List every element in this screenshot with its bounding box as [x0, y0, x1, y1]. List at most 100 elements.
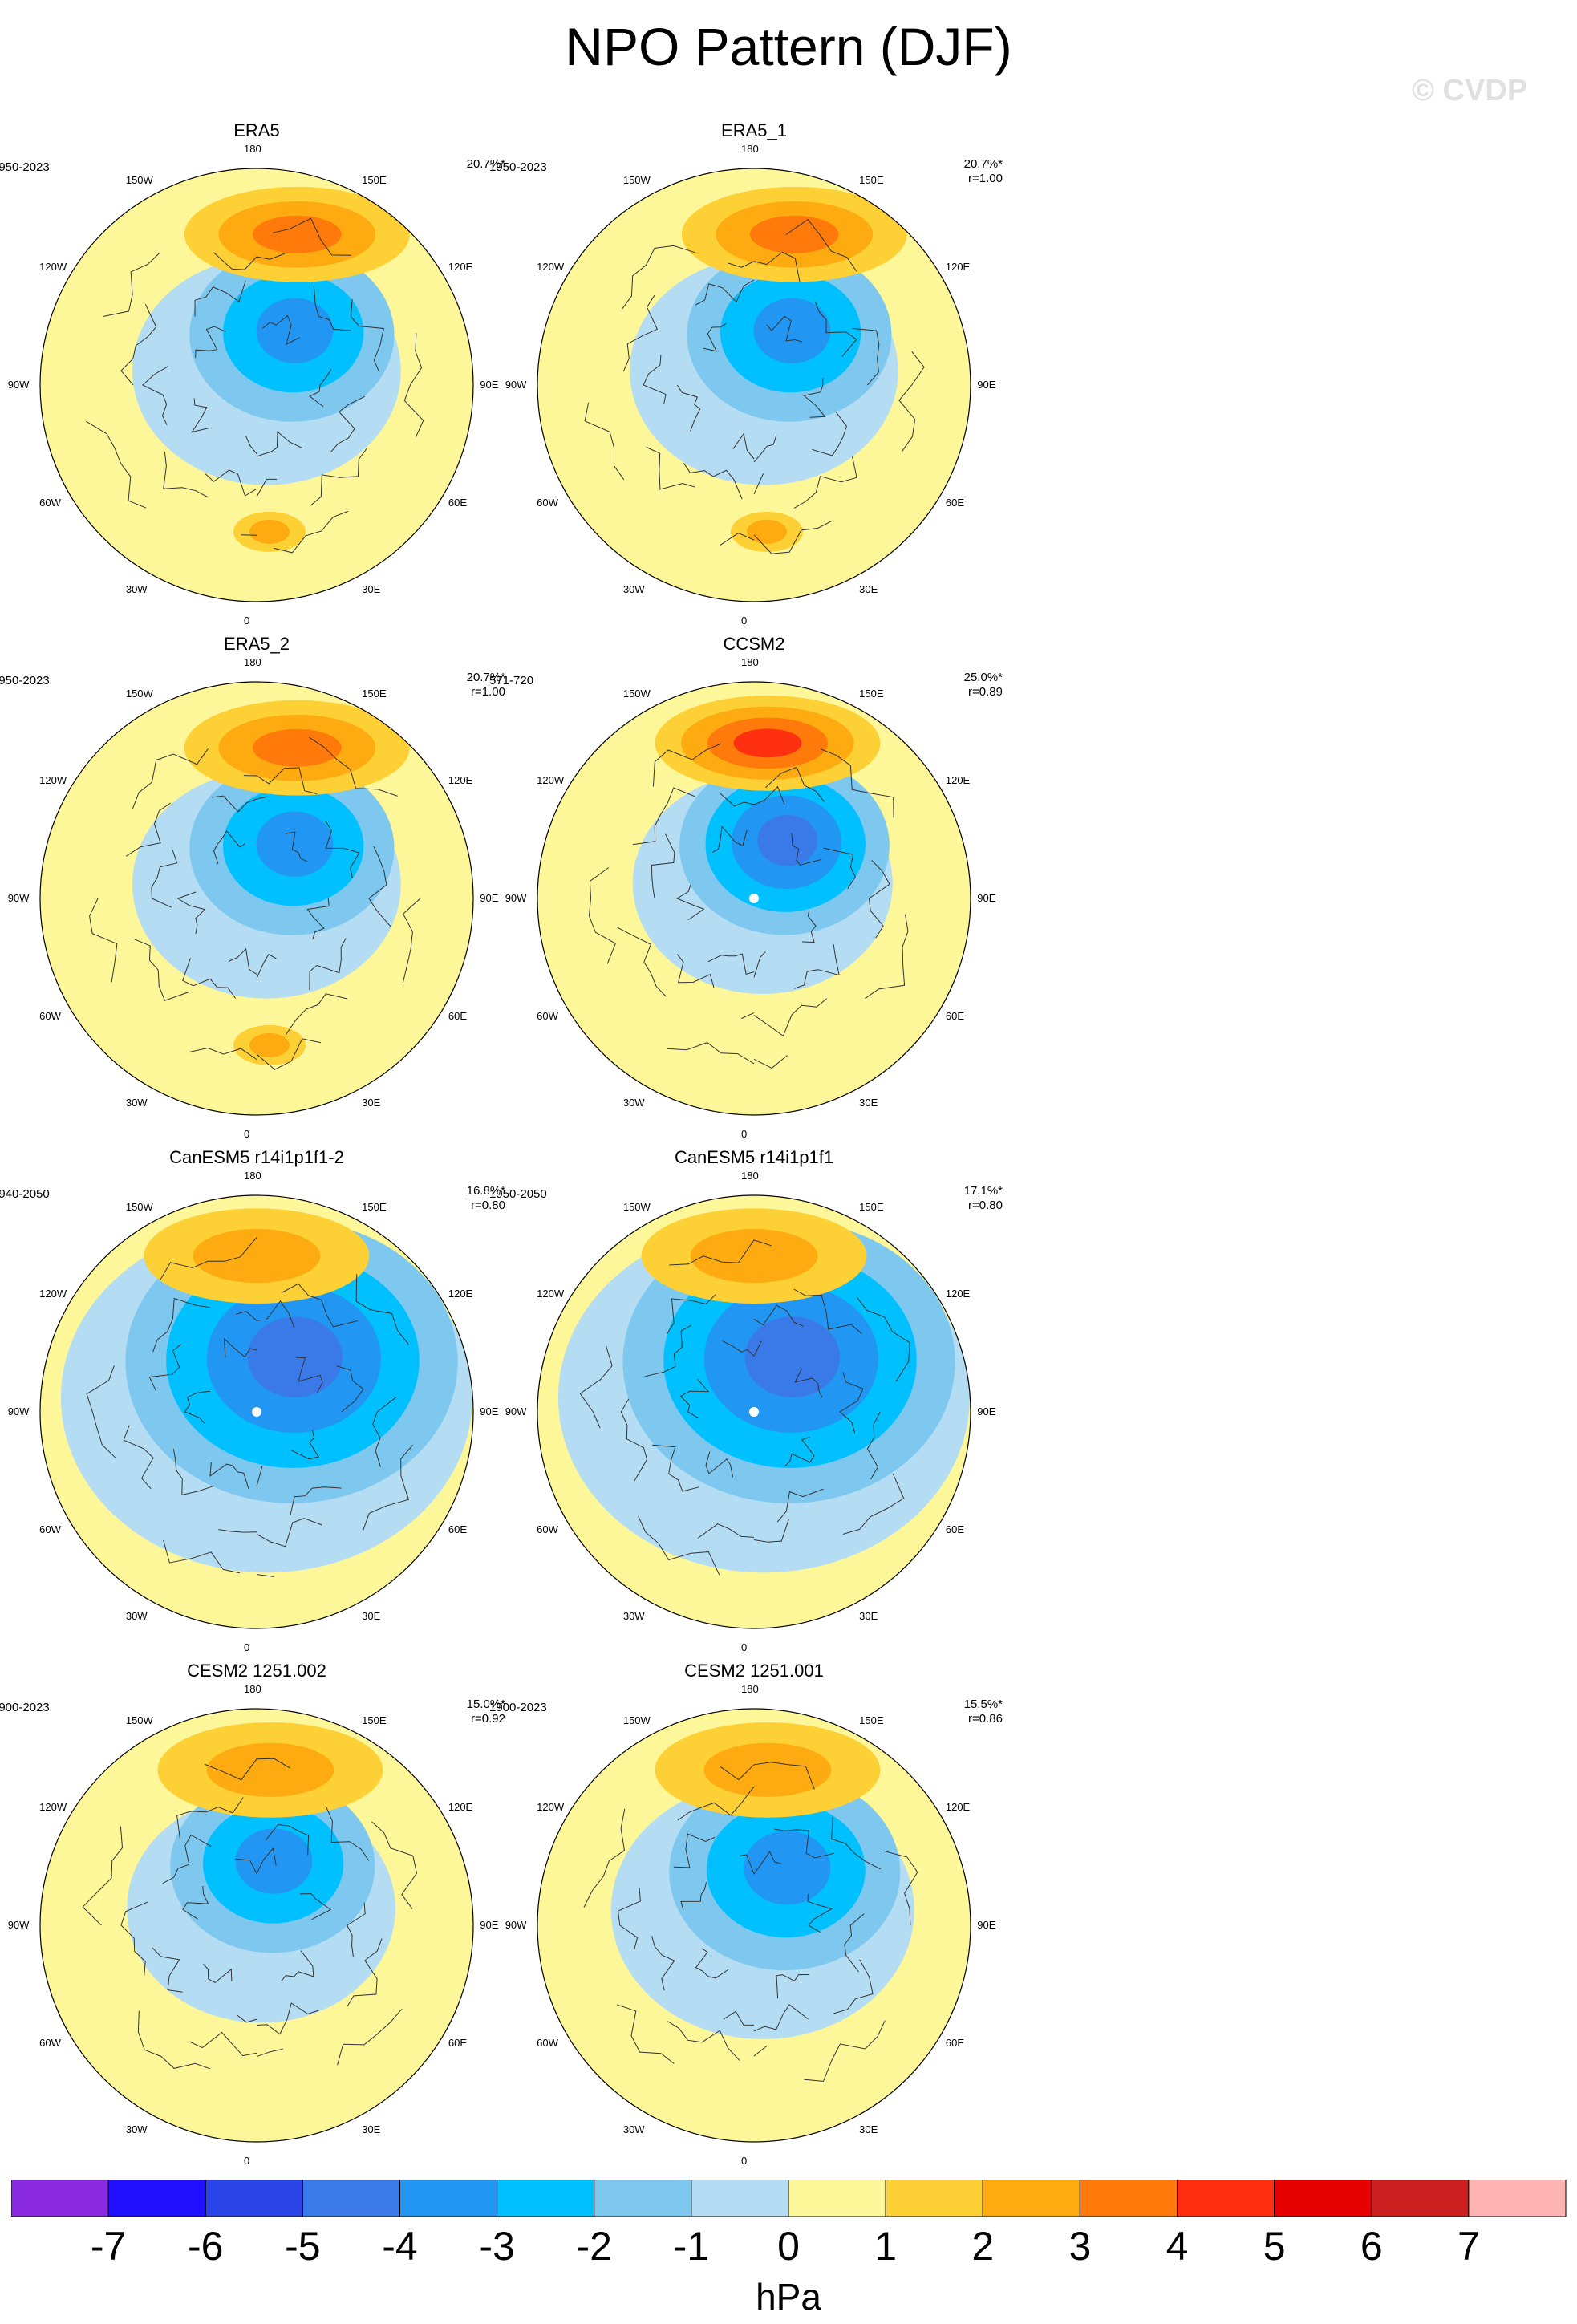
longitude-label: 60W [537, 1010, 558, 1023]
watermark: © CVDP [1412, 74, 1528, 107]
colorbar-tick-label: 6 [1360, 2224, 1383, 2269]
field-low-contour [256, 811, 334, 877]
longitude-label: 180 [244, 1169, 261, 1182]
longitude-label: 0 [244, 2155, 250, 2168]
longitude-label: 120W [537, 773, 565, 786]
longitude-label: 120E [448, 1800, 473, 1813]
coastlines [85, 217, 424, 554]
panel-years: 1940-2050 [0, 1187, 50, 1201]
longitude-label: 90W [505, 1919, 527, 1931]
panel-title: CanESM5 r14i1p1f1-2 [169, 1147, 344, 1167]
colorbar-box [788, 2180, 886, 2217]
longitude-label: 30W [125, 2123, 148, 2135]
map-panel: ERA5_1 1950-2023 20.7%* r=1.00 180 150W 150E 12… [473, 120, 1035, 627]
colorbar-box [399, 2180, 498, 2217]
longitude-label: 150E [859, 1714, 884, 1727]
longitude-label: 120E [945, 1800, 971, 1813]
colorbar-box [302, 2180, 400, 2217]
map-border [537, 1708, 971, 2143]
longitude-label: 0 [741, 1128, 748, 1141]
colorbar-tick-label: -2 [576, 2224, 612, 2269]
longitude-label: 150E [362, 687, 387, 700]
longitude-label: 120W [39, 773, 67, 786]
longitude-label: 30E [859, 1096, 878, 1109]
colorbar-tick-label: -3 [479, 2224, 515, 2269]
longitude-label: 30E [859, 582, 878, 595]
panel-title: ERA5_1 [721, 120, 787, 140]
longitude-label: 90E [977, 1919, 996, 1931]
polar-map [39, 681, 474, 1116]
panel-explained-variance: 15.0%* [466, 1697, 505, 1711]
panel-title: CESM2 1251.001 [684, 1661, 824, 1681]
map-border [39, 681, 474, 1116]
colorbar-box [205, 2180, 303, 2217]
colorbar-tick-label: 3 [1068, 2224, 1092, 2269]
coastlines [89, 736, 421, 1070]
longitude-label: 0 [741, 1641, 748, 1654]
longitude-label: 60E [945, 497, 964, 509]
longitude-label: 120W [39, 260, 67, 273]
longitude-label: 150E [859, 687, 884, 700]
panel-years: 1950-2023 [489, 160, 547, 174]
panel-correlation: r=0.80 [471, 1199, 505, 1212]
longitude-label: 150W [125, 687, 153, 700]
longitude-label: 180 [741, 655, 759, 668]
coastlines [583, 1762, 918, 2082]
longitude-label: 120W [537, 1800, 565, 1813]
field-low-contour [744, 1316, 841, 1397]
map-panel: CanESM5 r14i1p1f1 1950-2050 17.1%* r=0.80 18… [473, 1147, 1035, 1653]
longitude-label: 120W [39, 1287, 67, 1300]
panel-years: 1950-2050 [489, 1187, 547, 1201]
field-low-contour [744, 1831, 831, 1905]
map-border [537, 1194, 971, 1629]
field-low-contour [235, 1828, 313, 1894]
panel-correlation: r=1.00 [968, 172, 1003, 185]
colorbar-box [107, 2180, 206, 2217]
longitude-label: 150E [859, 1201, 884, 1214]
longitude-label: 180 [244, 655, 261, 668]
longitude-label: 60E [448, 497, 467, 509]
longitude-label: 60W [537, 2037, 558, 2050]
polar-map [537, 1194, 971, 1629]
longitude-label: 120E [448, 260, 473, 273]
pole-marker [252, 1407, 261, 1417]
panel-title: CESM2 1251.002 [187, 1661, 326, 1681]
colorbar-box [497, 2180, 595, 2217]
longitude-label: 90W [7, 1919, 30, 1931]
map-border [537, 681, 971, 1116]
longitude-label: 150W [622, 174, 651, 187]
coastlines [588, 743, 909, 1069]
polar-map [39, 1194, 474, 1629]
longitude-label: 60W [39, 1523, 61, 1536]
colorbar-tick-label: -6 [188, 2224, 224, 2269]
map-border [39, 168, 474, 602]
field-low-contour [757, 814, 818, 866]
panel-title: CanESM5 r14i1p1f1 [674, 1147, 834, 1167]
longitude-label: 150W [622, 1201, 651, 1214]
longitude-label: 60W [39, 2037, 61, 2050]
longitude-label: 90E [977, 892, 996, 904]
field-secondary-high [249, 1032, 290, 1057]
longitude-label: 30W [125, 582, 148, 595]
longitude-label: 150W [125, 1201, 153, 1214]
longitude-label: 30E [362, 2123, 381, 2135]
panel-explained-variance: 17.1%* [963, 1184, 1003, 1198]
longitude-label: 60W [39, 497, 61, 509]
map-panel: CCSM2 571-720 25.0%* r=0.89 180 150W 150E 120W 1… [473, 634, 1035, 1140]
panel-years: 1950-2023 [0, 674, 50, 687]
longitude-label: 180 [244, 142, 261, 155]
longitude-label: 180 [741, 142, 759, 155]
longitude-label: 60W [537, 1523, 558, 1536]
map-panel: CESM2 1251.001 1900-2023 15.5%* r=0.86 180 15… [473, 1661, 1035, 2167]
map-border [39, 1194, 474, 1629]
colorbar-units: hPa [756, 2276, 821, 2318]
coastlines [82, 1758, 418, 2070]
longitude-label: 90E [977, 1405, 996, 1418]
longitude-label: 90E [480, 379, 499, 391]
longitude-label: 60W [537, 497, 558, 509]
field-high-contour [253, 215, 342, 253]
map-panel: ERA5 1950-2023 20.7%* 180 150W 150E 120W 120E 90… [0, 120, 537, 627]
map-panel: ERA5_2 1950-2023 20.7%*r=1.00 180 150W 150E 12… [0, 634, 537, 1140]
field-low-contour [753, 298, 831, 363]
longitude-label: 150E [362, 174, 387, 187]
